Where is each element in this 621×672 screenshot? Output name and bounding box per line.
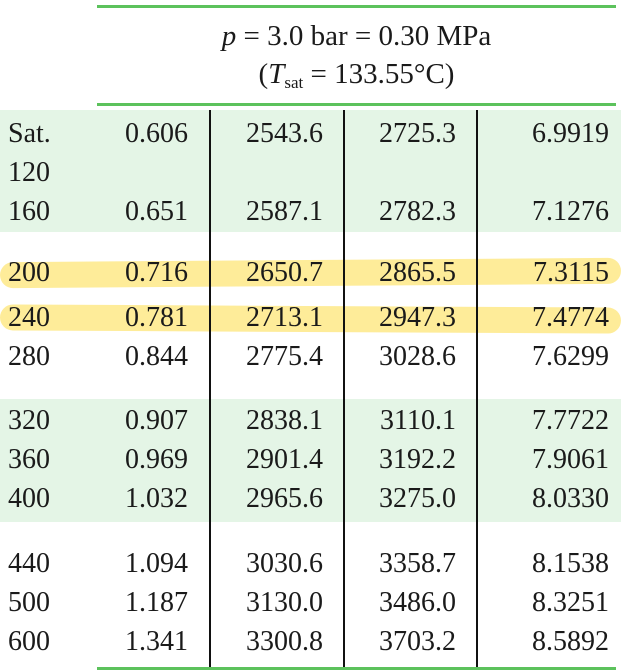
specific-volume-cell: 0.844 [125, 341, 188, 372]
specific-volume-cell: 0.606 [125, 118, 188, 149]
table-row: 500 1.187 3130.0 3486.0 8.3251 [0, 584, 621, 622]
entropy-cell: 8.1538 [532, 548, 609, 579]
column-divider-3 [476, 110, 478, 667]
internal-energy-cell: 2838.1 [246, 405, 323, 436]
temperature-cell: 440 [8, 548, 50, 579]
internal-energy-cell: 2901.4 [246, 444, 323, 475]
internal-energy-cell: 2965.6 [246, 483, 323, 514]
internal-energy-cell: 2650.7 [246, 257, 323, 288]
temperature-subscript: sat [284, 73, 304, 92]
temperature-cell: 400 [8, 483, 50, 514]
enthalpy-cell: 3028.6 [379, 341, 456, 372]
green-band-1 [0, 110, 621, 232]
temperature-symbol: T [268, 58, 285, 90]
specific-volume-cell: 0.716 [125, 257, 188, 288]
enthalpy-cell: 3110.1 [380, 405, 456, 436]
green-band-2 [0, 399, 621, 522]
specific-volume-cell: 0.969 [125, 444, 188, 475]
internal-energy-cell: 2587.1 [246, 196, 323, 227]
table-row: 360 0.969 2901.4 3192.2 7.9061 [0, 441, 621, 479]
specific-volume-cell: 0.781 [125, 302, 188, 333]
bottom-rule [97, 667, 616, 670]
entropy-cell: 7.7722 [532, 405, 609, 436]
enthalpy-cell: 3486.0 [379, 587, 456, 618]
specific-volume-cell: 1.187 [125, 587, 188, 618]
enthalpy-cell: 2782.3 [379, 196, 456, 227]
entropy-cell: 7.3115 [533, 257, 609, 288]
saturation-temperature-header: (Tsat = 133.55°C) [97, 58, 616, 93]
enthalpy-cell: 3703.2 [379, 626, 456, 657]
pressure-symbol: p [221, 20, 237, 52]
pressure-header: p = 3.0 bar = 0.30 MPa [97, 20, 616, 53]
specific-volume-cell: 0.907 [125, 405, 188, 436]
column-divider-2 [343, 110, 345, 667]
entropy-cell: 6.9919 [532, 118, 609, 149]
column-divider-1 [209, 110, 211, 667]
temperature-cell: 240 [8, 302, 50, 333]
top-rule [97, 5, 616, 8]
saturation-temperature-value: = 133.55°C) [303, 58, 455, 90]
entropy-cell: 7.9061 [532, 444, 609, 475]
internal-energy-cell: 2713.1 [246, 302, 323, 333]
enthalpy-cell: 2947.3 [379, 302, 456, 333]
enthalpy-cell: 2725.3 [379, 118, 456, 149]
specific-volume-cell: 1.341 [125, 626, 188, 657]
entropy-cell: 7.1276 [532, 196, 609, 227]
temperature-cell: 280 [8, 341, 50, 372]
internal-energy-cell: 3130.0 [246, 587, 323, 618]
table-row: 320 0.907 2838.1 3110.1 7.7722 [0, 402, 621, 440]
internal-energy-cell: 3300.8 [246, 626, 323, 657]
enthalpy-cell: 2865.5 [379, 257, 456, 288]
specific-volume-cell: 1.094 [125, 548, 188, 579]
header-rule [97, 103, 616, 106]
open-paren: ( [258, 58, 269, 90]
temperature-cell: 160 [8, 196, 50, 227]
table-row: 200 0.716 2650.7 2865.5 7.3115 [0, 254, 621, 292]
table-row: 280 0.844 2775.4 3028.6 7.6299 [0, 338, 621, 376]
internal-energy-cell: 2775.4 [246, 341, 323, 372]
table-row: 440 1.094 3030.6 3358.7 8.1538 [0, 545, 621, 583]
enthalpy-cell: 3275.0 [379, 483, 456, 514]
table-row: 240 0.781 2713.1 2947.3 7.4774 [0, 299, 621, 337]
entropy-cell: 8.5892 [532, 626, 609, 657]
temperature-cell: 120 [8, 157, 50, 188]
entropy-cell: 8.0330 [532, 483, 609, 514]
internal-energy-cell: 3030.6 [246, 548, 323, 579]
internal-energy-cell: 2543.6 [246, 118, 323, 149]
entropy-cell: 7.4774 [532, 302, 609, 333]
temperature-cell: 600 [8, 626, 50, 657]
entropy-cell: 7.6299 [532, 341, 609, 372]
table-row: 600 1.341 3300.8 3703.2 8.5892 [0, 623, 621, 661]
temperature-cell: 360 [8, 444, 50, 475]
pressure-value: = 3.0 bar = 0.30 MPa [236, 20, 492, 52]
table-row: 160 0.651 2587.1 2782.3 7.1276 [0, 193, 621, 231]
temperature-cell: 320 [8, 405, 50, 436]
table-row: Sat. 0.606 2543.6 2725.3 6.9919 [0, 115, 621, 153]
enthalpy-cell: 3358.7 [379, 548, 456, 579]
specific-volume-cell: 0.651 [125, 196, 188, 227]
temperature-cell: 500 [8, 587, 50, 618]
entropy-cell: 8.3251 [532, 587, 609, 618]
temperature-cell: Sat. [8, 118, 51, 149]
temperature-cell: 200 [8, 257, 50, 288]
table-row: 120 [0, 154, 621, 192]
enthalpy-cell: 3192.2 [379, 444, 456, 475]
specific-volume-cell: 1.032 [125, 483, 188, 514]
table-row: 400 1.032 2965.6 3275.0 8.0330 [0, 480, 621, 518]
